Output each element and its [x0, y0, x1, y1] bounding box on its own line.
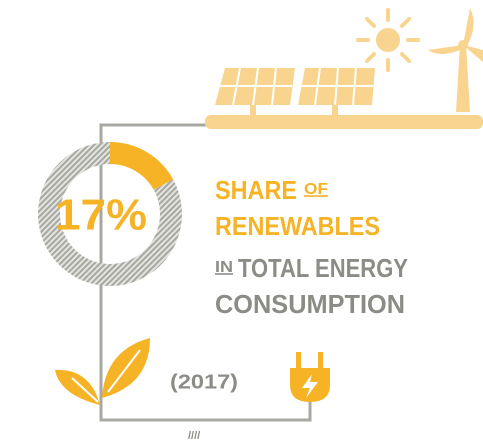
plug-icon — [290, 352, 330, 402]
title-connector: OF — [304, 181, 328, 198]
title-line: RENEWABLES — [215, 211, 380, 241]
donut-value-label: 17% — [55, 191, 147, 240]
title-line: SHARE — [215, 175, 297, 205]
donut-segment — [110, 142, 173, 190]
title-connector: IN — [215, 259, 233, 276]
grass-mark: //// — [188, 430, 200, 442]
solar-panels-icon — [205, 68, 483, 129]
wind-turbine-icon — [428, 8, 483, 112]
title-line: CONSUMPTION — [215, 289, 405, 319]
title-line: TOTAL ENERGY — [238, 253, 408, 283]
infographic: //// 17% SHARE OF RENEWABLES IN TOTAL EN… — [0, 0, 483, 445]
year-note: (2017) — [170, 371, 238, 393]
page: {"chart_data": {"type": "donut", "values… — [0, 0, 483, 445]
sun-icon — [358, 10, 418, 70]
